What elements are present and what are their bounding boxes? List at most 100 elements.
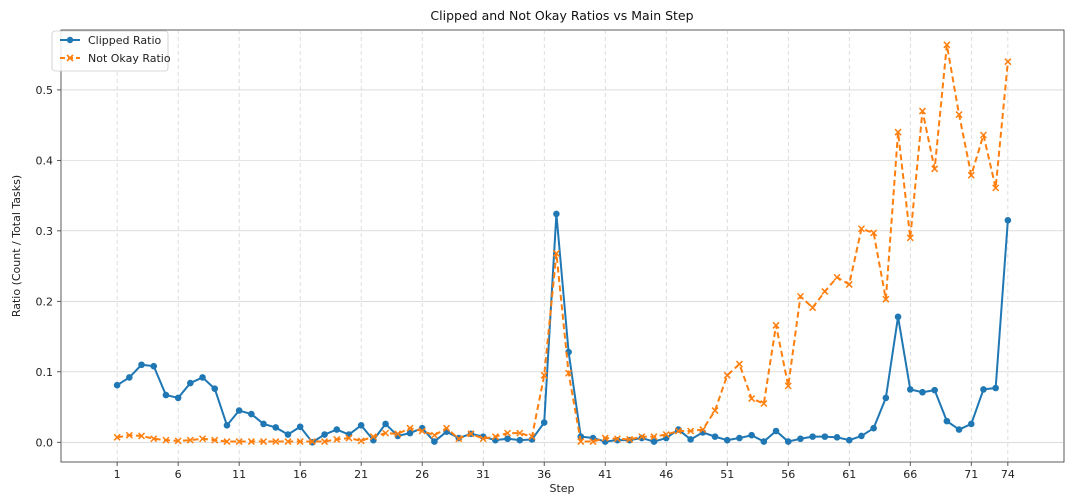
data-point <box>723 371 731 379</box>
data-point <box>626 435 634 443</box>
data-point <box>784 438 792 445</box>
data-point <box>186 436 194 444</box>
x-tick-label: 41 <box>598 468 612 481</box>
data-point <box>894 313 902 321</box>
plot-area <box>60 29 1065 463</box>
data-point <box>906 386 914 393</box>
data-point <box>504 429 512 437</box>
data-point <box>430 431 438 439</box>
x-tick-label: 16 <box>293 468 307 481</box>
data-point <box>1004 58 1012 66</box>
data-point <box>687 427 695 435</box>
data-point <box>1004 216 1012 224</box>
series-group <box>113 41 1012 446</box>
data-point <box>553 210 560 218</box>
data-point <box>736 434 743 442</box>
data-point <box>943 41 951 49</box>
data-point <box>418 427 426 435</box>
data-point <box>260 420 267 428</box>
data-point <box>321 431 328 438</box>
data-point <box>296 423 304 431</box>
x-tick-label: 74 <box>1001 468 1015 481</box>
data-point <box>272 424 280 431</box>
data-point <box>845 280 853 288</box>
y-tick-label: 0.5 <box>36 84 54 97</box>
data-point <box>162 391 170 399</box>
data-point <box>357 422 365 429</box>
data-point <box>333 426 341 433</box>
data-point <box>577 438 585 446</box>
data-point <box>943 417 951 425</box>
data-point <box>479 435 487 443</box>
data-point <box>284 438 292 446</box>
data-point <box>174 394 182 402</box>
x-tick-label: 6 <box>175 468 182 481</box>
data-point <box>528 433 536 441</box>
data-point <box>821 287 829 295</box>
data-point <box>333 435 341 443</box>
data-point <box>308 438 316 446</box>
data-point <box>845 436 853 444</box>
x-tick-label: 56 <box>781 468 795 481</box>
legend-marker-clipped <box>66 36 74 44</box>
data-point <box>126 374 133 381</box>
data-point <box>382 420 389 428</box>
y-tick-label: 0.1 <box>36 366 54 379</box>
data-point <box>540 419 548 426</box>
data-point <box>748 431 755 439</box>
data-point <box>809 433 816 440</box>
legend-label-notokay: Not Okay Ratio <box>88 52 171 65</box>
data-point <box>650 438 658 445</box>
x-tick-label: 66 <box>903 468 917 481</box>
data-point <box>235 438 243 446</box>
data-point <box>882 295 890 303</box>
data-point <box>711 407 719 415</box>
legend-label-clipped: Clipped Ratio <box>88 34 162 47</box>
data-point <box>369 433 377 441</box>
data-point <box>931 386 938 394</box>
data-point <box>406 429 414 437</box>
x-axis-label: Step <box>549 482 574 495</box>
data-point <box>394 430 402 438</box>
data-point <box>382 429 390 437</box>
data-point <box>150 362 158 370</box>
x-tick-label: 1 <box>114 468 121 481</box>
data-point <box>601 434 609 442</box>
data-point <box>455 435 463 443</box>
data-point <box>552 249 560 257</box>
data-point <box>760 399 768 408</box>
data-point <box>260 438 268 446</box>
x-tick-label: 36 <box>537 468 551 481</box>
data-point <box>711 433 719 440</box>
data-point <box>650 433 658 441</box>
x-tick-label: 46 <box>659 468 673 481</box>
x-tick-label: 71 <box>964 468 978 481</box>
data-point <box>674 427 682 435</box>
data-point <box>199 374 206 381</box>
data-point <box>540 371 548 379</box>
data-point <box>833 434 841 441</box>
y-tick-label: 0.3 <box>36 225 54 238</box>
axes: 1 6 11 16 21 26 31 36 41 46 51 56 61 66 71 740.00.10.20… <box>36 84 1015 481</box>
data-point <box>967 420 975 428</box>
data-point <box>345 434 353 442</box>
data-point <box>150 435 158 443</box>
data-point <box>516 429 524 437</box>
data-point <box>248 410 255 418</box>
legend-marker-notokay <box>66 54 74 62</box>
x-tick-label: 21 <box>354 468 368 481</box>
data-point <box>613 435 621 443</box>
data-point <box>431 438 438 445</box>
data-point <box>247 438 255 446</box>
y-tick-label: 0.4 <box>36 154 54 167</box>
data-point <box>211 436 219 444</box>
data-point <box>357 437 365 445</box>
data-point <box>113 381 121 389</box>
data-point <box>113 433 121 441</box>
data-point <box>992 184 1000 192</box>
x-tick-label: 26 <box>415 468 429 481</box>
data-point <box>809 304 817 312</box>
data-point <box>699 426 707 434</box>
x-tick-label: 31 <box>476 468 490 481</box>
